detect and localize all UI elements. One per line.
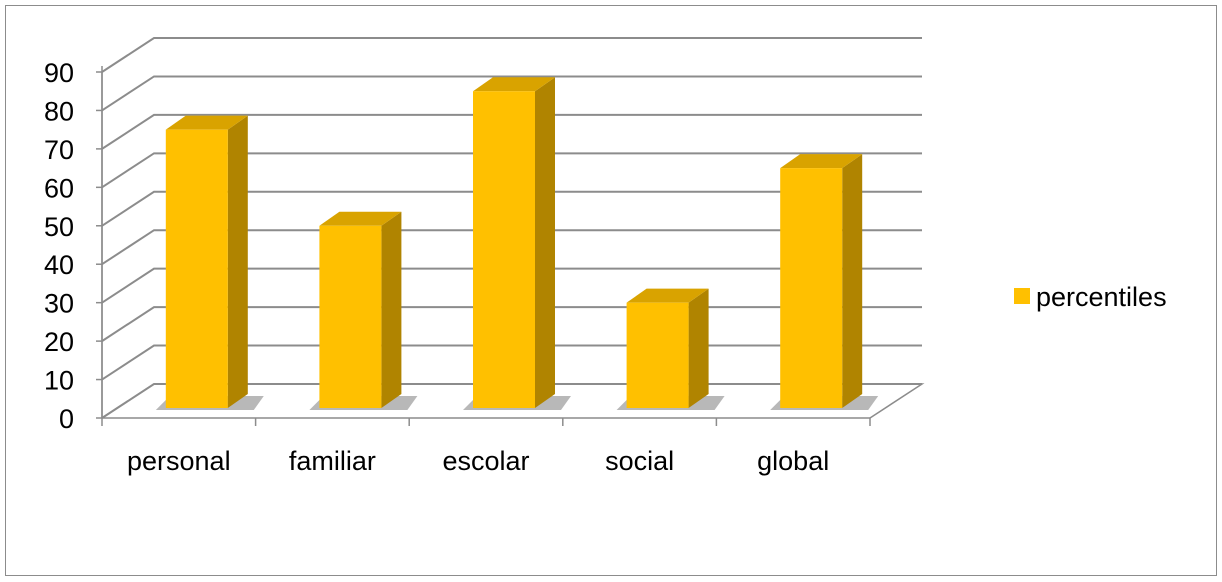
bar-top	[473, 77, 555, 92]
y-tick-label: 60	[44, 173, 74, 203]
bar-side	[535, 77, 555, 408]
gridline	[101, 152, 922, 189]
chart-frame: 0 10 20 30 40 50 60 70 80 90 personal familiar esco…	[5, 5, 1217, 576]
y-tick-label: 70	[44, 135, 74, 165]
gridline	[101, 229, 922, 266]
bar	[770, 154, 879, 410]
y-tick-label: 0	[59, 404, 74, 434]
x-tick-label: personal	[127, 446, 231, 476]
bar-side	[688, 288, 709, 408]
bar-top	[319, 211, 402, 226]
bar-front	[319, 225, 382, 408]
bar	[155, 115, 264, 410]
y-tick-label: 80	[44, 96, 74, 126]
bar-top	[626, 288, 709, 303]
gridline	[101, 37, 922, 73]
x-tick-labels: personal familiar escolar social global	[127, 446, 829, 476]
y-tick-label: 90	[44, 58, 74, 88]
y-tick-label: 20	[44, 327, 74, 357]
bar	[309, 211, 418, 410]
bars	[155, 77, 879, 410]
bar-top	[165, 115, 248, 130]
gridlines	[96, 37, 922, 419]
bar-front	[626, 302, 689, 408]
bar-front	[473, 91, 535, 408]
legend-swatch	[1014, 288, 1030, 304]
bar-front	[780, 168, 843, 408]
bar-side	[381, 211, 402, 408]
bar-top	[780, 154, 863, 169]
bar-side	[842, 154, 863, 408]
y-tick-label: 40	[44, 250, 74, 280]
gridline	[101, 267, 922, 304]
y-tick-label: 10	[44, 366, 74, 396]
bar	[463, 77, 571, 410]
x-tick-label: social	[605, 446, 674, 476]
bar-side	[227, 115, 248, 409]
axes	[101, 66, 871, 426]
y-tick-labels: 0 10 20 30 40 50 60 70 80 90	[44, 58, 74, 434]
bar-front	[165, 129, 228, 408]
x-tick-label: escolar	[442, 446, 529, 476]
bar	[616, 288, 725, 410]
gridline	[101, 190, 922, 227]
x-tick-label: familiar	[289, 446, 376, 476]
legend-label: percentiles	[1036, 282, 1167, 312]
bar-chart: 0 10 20 30 40 50 60 70 80 90 personal familiar esco…	[44, 37, 1167, 476]
gridline	[101, 113, 922, 150]
legend: percentiles	[1014, 282, 1167, 312]
y-tick-label: 50	[44, 212, 74, 242]
gridline	[101, 75, 922, 112]
y-tick-label: 30	[44, 289, 74, 319]
x-tick-label: global	[757, 446, 829, 476]
